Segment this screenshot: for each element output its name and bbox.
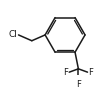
Text: F: F <box>64 68 68 77</box>
Text: F: F <box>88 68 93 77</box>
Text: F: F <box>76 80 81 89</box>
Text: Cl: Cl <box>9 30 18 39</box>
